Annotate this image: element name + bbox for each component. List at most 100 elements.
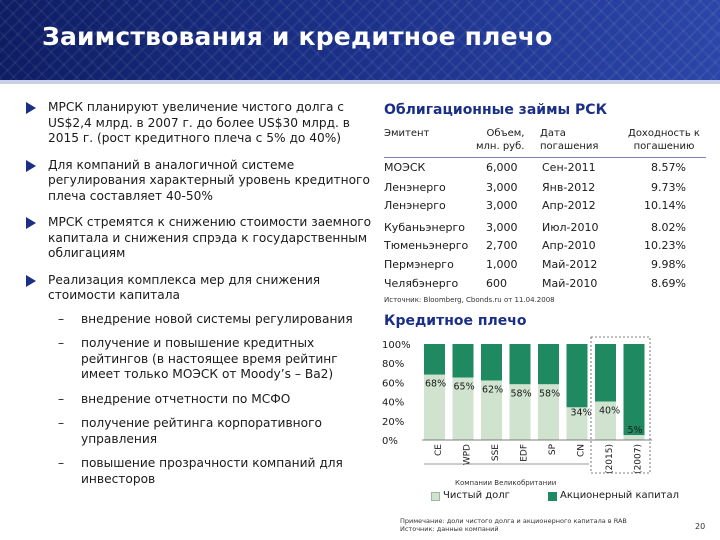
x-tick-label: WPD [463, 444, 473, 465]
x-tick-label: РСК (2007) [634, 444, 644, 476]
bullet-triangle-icon [26, 159, 36, 172]
bond-yield: 9.73% [651, 181, 686, 194]
legend-swatch-net-debt [431, 492, 440, 501]
header-divider [0, 80, 720, 84]
bar-net-debt [452, 377, 474, 440]
bond-date: Июл-2010 [542, 221, 599, 234]
sub-item: – получение и повышение кредитных рейтин… [26, 336, 376, 383]
x-tick-label: SSE [491, 444, 501, 461]
bond-row: МОЭСК 6,000 Сен-2011 8.57% [384, 161, 706, 179]
page-title: Заимствования и кредитное плечо [42, 22, 553, 51]
sub-text: повышение прозрачности компаний для инве… [81, 456, 343, 486]
legend-net-debt: Чистый долг [443, 490, 510, 501]
footnote: Примечание: доли чистого долга и акционе… [400, 517, 627, 533]
bullet-item: Реализация комплекса мер для снижения ст… [26, 273, 376, 304]
bond-date: Май-2012 [542, 258, 598, 271]
bond-row: Ленэнерго 3,000 Янв-2012 9.73% [384, 181, 706, 199]
footnote-source: Источник: данные компаний [400, 525, 499, 533]
bond-yield: 8.69% [651, 277, 686, 290]
header-issuer: Эмитент [384, 128, 430, 139]
sub-item: – внедрение отчетности по МСФО [26, 392, 376, 408]
bar-equity [481, 344, 502, 381]
bar-equity [509, 344, 531, 385]
bond-row: Кубаньэнерго 3,000 Июл-2010 8.02% [384, 221, 706, 239]
bond-volume: 2,700 [486, 239, 518, 252]
bullet-text: МРСК стремятся к снижению стоимости заем… [48, 215, 372, 260]
chart-title: Кредитное плечо [384, 313, 527, 329]
bond-date: Май-2010 [542, 277, 598, 290]
data-label: 34% [571, 407, 592, 418]
bullet-triangle-icon [26, 274, 36, 287]
header-date: Дата погашения [540, 128, 599, 152]
bar-net-debt [509, 384, 531, 440]
y-tick-label: 40% [382, 398, 404, 409]
sub-item: – повышение прозрачности компаний для ин… [26, 456, 376, 487]
bond-volume: 3,000 [486, 181, 518, 194]
page-number: 20 [695, 522, 706, 531]
bond-row: Челябэнерго 600 Май-2010 8.69% [384, 277, 706, 295]
bar-equity [566, 344, 588, 408]
data-label: 58% [539, 388, 560, 399]
bond-yield: 8.57% [651, 161, 686, 174]
bonds-table-header: Эмитент Объем, млн. руб. Дата погашения … [384, 127, 706, 157]
bond-issuer: Кубаньэнерго [384, 221, 466, 234]
sub-text: получение рейтинга корпоративного управл… [81, 416, 322, 446]
bar-equity [424, 344, 445, 375]
bar-net-debt [481, 380, 502, 440]
bar-net-debt [424, 374, 445, 440]
bullet-triangle-icon [26, 217, 36, 229]
sub-dash: – [58, 416, 65, 430]
highlight-box [590, 336, 651, 474]
bullet-list: МРСК планируют увеличение чистого долга … [26, 100, 376, 496]
bond-volume: 3,000 [486, 199, 518, 212]
bond-date: Сен-2011 [542, 161, 596, 174]
bullet-item: МРСК стремятся к снижению стоимости заем… [26, 215, 376, 262]
x-tick-label: CN [577, 444, 587, 457]
x-tick-label: МРСК (2015) [605, 444, 615, 476]
bar-equity [595, 344, 616, 402]
bar-net-debt [595, 401, 616, 440]
sub-dash: – [58, 336, 65, 350]
x-group-label: Компании Великобритании [455, 479, 557, 487]
header-yield: Доходность к погашению [628, 128, 700, 152]
bullet-text: Для компаний в аналогичной системе регул… [48, 157, 370, 203]
bar-net-debt [566, 407, 588, 440]
bond-issuer: Пермэнерго [384, 258, 454, 271]
bullet-text: МРСК планируют увеличение чистого долга … [48, 100, 350, 145]
bond-date: Апр-2010 [542, 239, 596, 252]
legend-equity: Акционерный капитал [560, 490, 680, 501]
y-tick-label: 80% [382, 359, 404, 370]
bond-date: Апр-2012 [542, 199, 596, 212]
bond-row: Ленэнерго 3,000 Апр-2012 10.14% [384, 199, 706, 217]
data-label: 68% [425, 379, 446, 390]
bond-issuer: Ленэнерго [384, 181, 446, 194]
data-label: 65% [454, 382, 475, 393]
bar-net-debt [623, 435, 645, 440]
x-tick-label: CE [434, 444, 444, 456]
bond-volume: 600 [486, 277, 507, 290]
bullet-item: Для компаний в аналогичной системе регул… [26, 158, 376, 205]
bond-issuer: МОЭСК [384, 161, 426, 174]
y-tick-label: 60% [382, 378, 404, 389]
footnote-note: Примечание: доли чистого долга и акционе… [400, 517, 627, 525]
bond-row: Тюменьэнерго 2,700 Апр-2010 10.23% [384, 239, 706, 257]
leverage-chart: 0% 20% 40% 60% 80% 100% 68% CE 65% WPD 62% SSE 58% ED… [382, 336, 652, 476]
bond-yield: 9.98% [651, 258, 686, 271]
bond-yield: 8.02% [651, 221, 686, 234]
bonds-source: Источник: Bloomberg, Cbonds.ru от 11.04.… [384, 296, 555, 304]
bond-date: Янв-2012 [542, 181, 596, 194]
sub-text: получение и повышение кредитных рейтинго… [81, 336, 338, 381]
bond-issuer: Ленэнерго [384, 199, 446, 212]
data-label: 62% [482, 384, 503, 395]
bond-volume: 6,000 [486, 161, 518, 174]
data-label: 58% [511, 388, 532, 399]
bond-volume: 1,000 [486, 258, 518, 271]
x-tick-label: EDF [520, 444, 530, 462]
header-banner: Заимствования и кредитное плечо [0, 0, 720, 80]
sub-text: внедрение новой системы регулирования [81, 311, 353, 326]
data-label: 40% [599, 406, 620, 417]
bar-equity [623, 344, 645, 436]
bonds-header-divider [384, 157, 706, 158]
bar-net-debt [538, 384, 559, 440]
sub-dash: – [58, 391, 65, 406]
